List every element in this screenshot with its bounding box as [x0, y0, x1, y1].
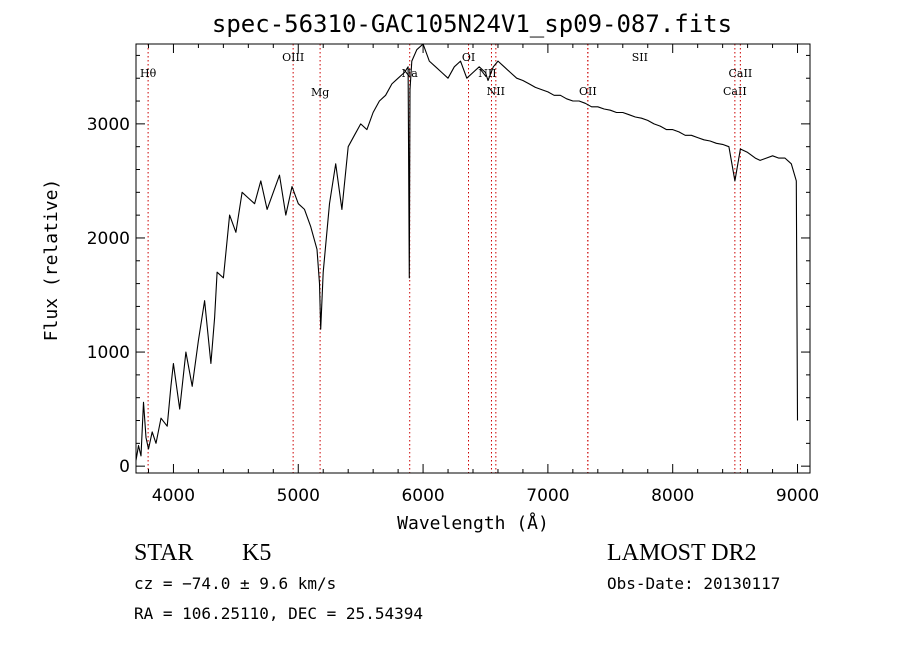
x-tick-label: 8000: [651, 486, 694, 506]
y-tick-label: 0: [119, 457, 130, 477]
x-tick-label: 9000: [776, 486, 819, 506]
plot-frame: [135, 43, 811, 474]
y-axis-title: Flux (relative): [41, 179, 62, 342]
velocity-readout: cz = −74.0 ± 9.6 km/s: [134, 574, 336, 593]
observation-date: Obs-Date: 20130117: [607, 574, 780, 593]
spectral-line-label: SII: [632, 51, 648, 64]
spectral-line-label: OIII: [282, 51, 304, 64]
x-tick-label: 4000: [152, 486, 195, 506]
spectral-line-label: Na: [402, 67, 419, 80]
y-tick-label: 1000: [87, 343, 130, 363]
spectral-line-label: Hθ: [140, 67, 157, 80]
spectral-line-label: CaII: [723, 85, 747, 98]
spectral-line-label: Mg: [311, 86, 329, 99]
object-class: STAR: [134, 540, 193, 566]
spectral-line-label: CaII: [729, 67, 753, 80]
x-tick-label: 5000: [277, 486, 320, 506]
spectral-line-label: NII: [487, 85, 505, 98]
x-tick-label: 6000: [401, 486, 444, 506]
coordinates-readout: RA = 106.25110, DEC = 25.54394: [134, 604, 423, 623]
survey-name: LAMOST DR2: [607, 540, 757, 566]
spectral-subclass: K5: [242, 540, 271, 566]
spectral-line-label: OI: [462, 51, 475, 64]
chart-title: spec-56310-GAC105N24V1_sp09-087.fits: [212, 10, 732, 38]
y-tick-label: 2000: [87, 229, 130, 249]
spectral-line-label: OII: [579, 85, 597, 98]
y-tick-label: 3000: [87, 115, 130, 135]
x-tick-label: 7000: [526, 486, 569, 506]
spectrum-line: [135, 43, 799, 461]
x-axis-title: Wavelength (Å): [397, 512, 549, 534]
